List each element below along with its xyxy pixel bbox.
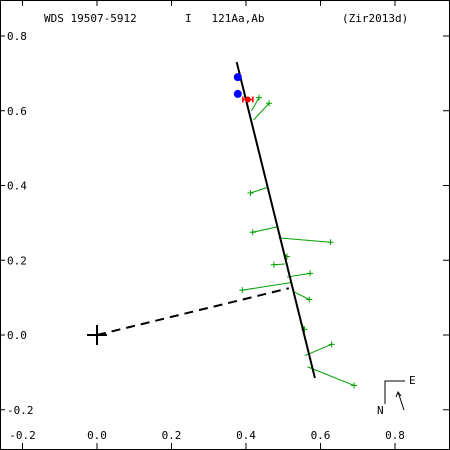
x-tick-label: 0.0	[87, 429, 107, 442]
x-tick-label: -0.2	[9, 429, 36, 442]
observation-point	[256, 94, 263, 101]
residual-line	[251, 97, 260, 111]
y-tick-label: 0.8	[7, 30, 27, 43]
primary-star-cross	[87, 325, 107, 345]
observation-point	[351, 382, 358, 389]
residual-line	[252, 226, 279, 233]
y-tick-label: 0.6	[7, 105, 27, 118]
observation-point	[247, 189, 254, 196]
observation-point	[239, 287, 246, 294]
residual-line	[278, 237, 331, 243]
residual-line	[242, 282, 291, 291]
red-point	[244, 96, 251, 103]
y-tick-label: 0.2	[7, 254, 27, 267]
compass-north-label: N	[377, 404, 384, 417]
x-tick-label: 0.6	[311, 429, 331, 442]
compass-corner	[384, 380, 405, 404]
observation-point	[270, 261, 277, 268]
observation-point	[307, 270, 314, 277]
blue-point	[233, 89, 242, 98]
residual-line	[253, 102, 270, 121]
observation-point	[328, 341, 335, 348]
residual-line	[250, 186, 268, 194]
y-tick-label: 0.4	[7, 180, 27, 193]
observation-point	[327, 239, 334, 246]
chart-title-mid: I 121Aa,Ab	[185, 12, 264, 25]
observation-point	[306, 296, 313, 303]
compass-motion-arrow	[397, 391, 405, 411]
y-tick-label: -0.2	[7, 404, 34, 417]
blue-point	[233, 73, 242, 82]
y-tick-label: 0.0	[7, 329, 27, 342]
compass-arrow-head	[395, 390, 402, 398]
node-line	[96, 287, 290, 336]
orbit-line	[235, 61, 316, 379]
residual-line	[286, 272, 311, 278]
x-tick-label: 0.8	[385, 429, 405, 442]
x-tick-label: 0.2	[162, 429, 182, 442]
chart-title-right: (Zir2013d)	[342, 12, 408, 25]
compass: E N	[377, 374, 416, 417]
plot-marks	[87, 61, 358, 389]
residual-line	[294, 291, 310, 300]
x-tick-label: 0.4	[236, 429, 256, 442]
chart-title-left: WDS 19507-5912	[44, 12, 137, 25]
observation-point	[249, 229, 256, 236]
observation-point	[266, 100, 273, 107]
compass-east-label: E	[409, 374, 416, 387]
residual-line	[307, 366, 355, 386]
